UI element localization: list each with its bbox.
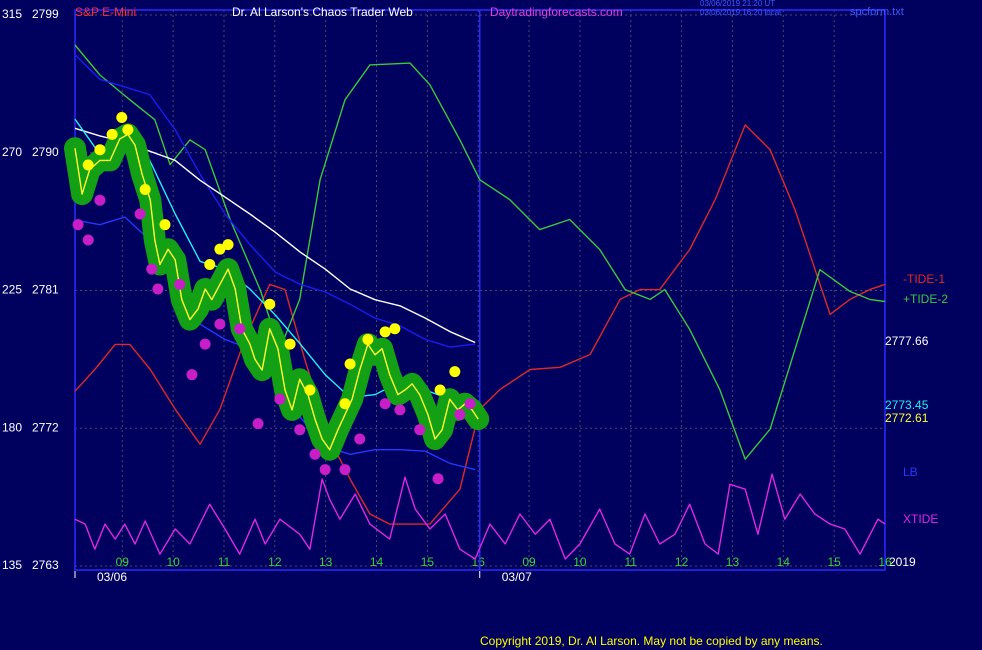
day-label: 03/06 xyxy=(97,570,127,584)
dot xyxy=(72,219,84,231)
dot xyxy=(122,124,134,136)
dot xyxy=(252,418,264,430)
dot xyxy=(309,448,321,460)
series-name: +TIDE-2 xyxy=(903,292,948,306)
dot xyxy=(214,243,226,255)
dot xyxy=(414,424,426,436)
last-value: 2772.61 xyxy=(885,411,929,425)
dot xyxy=(344,358,356,370)
x-tick-label: 10 xyxy=(166,555,180,569)
y-tick-label: 2781 xyxy=(32,283,59,297)
x-tick-label: 09 xyxy=(116,555,130,569)
dot xyxy=(294,424,306,436)
series-line xyxy=(74,124,886,525)
dot xyxy=(134,208,146,220)
y-tick-label: 2763 xyxy=(32,558,59,572)
dot xyxy=(274,393,286,405)
year: 2019 xyxy=(889,555,916,569)
x-tick-label: 14 xyxy=(370,555,384,569)
y2-tick-label: 180 xyxy=(2,420,22,434)
dot xyxy=(159,219,171,231)
dot xyxy=(339,464,351,476)
series-name: XTIDE xyxy=(903,512,938,526)
y-tick-label: 2772 xyxy=(32,420,59,434)
symbol: S&P E-Mini xyxy=(75,5,136,19)
dot xyxy=(234,323,246,335)
series-name: LB xyxy=(903,465,918,479)
dot xyxy=(139,183,151,195)
dot xyxy=(94,194,106,206)
dot xyxy=(339,398,351,410)
dot xyxy=(94,144,106,156)
dot xyxy=(152,283,164,295)
series-name: -TIDE-1 xyxy=(903,272,945,286)
series-line xyxy=(74,473,886,560)
dot xyxy=(222,239,234,251)
y2-tick-label: 225 xyxy=(2,283,22,297)
y-tick-label: 2799 xyxy=(32,7,59,21)
dot xyxy=(174,278,186,290)
y-tick-label: 2790 xyxy=(32,145,59,159)
site: Daytradingforecasts.com xyxy=(490,5,623,19)
x-tick-label: 13 xyxy=(726,555,740,569)
dot xyxy=(379,398,391,410)
series-line xyxy=(74,44,886,460)
x-tick-label: 11 xyxy=(625,555,638,569)
dot xyxy=(204,258,216,270)
x-tick-label: 11 xyxy=(218,555,231,569)
dot xyxy=(264,298,276,310)
file-name: spcform.txt xyxy=(850,6,904,18)
copyright: Copyright 2019, Dr. Al Larson. May not b… xyxy=(480,634,823,648)
dot xyxy=(214,318,226,330)
last-value: 2777.66 xyxy=(885,334,929,348)
x-tick-label: 15 xyxy=(827,555,841,569)
chart-title: Dr. Al Larson's Chaos Trader Web xyxy=(232,5,413,19)
dot xyxy=(284,338,296,350)
dot xyxy=(319,464,331,476)
x-tick-label: 09 xyxy=(522,555,536,569)
x-tick-label: 13 xyxy=(319,555,333,569)
dot xyxy=(464,398,476,410)
x-tick-label: 12 xyxy=(268,555,282,569)
dot xyxy=(394,404,406,416)
last-value: 2773.45 xyxy=(885,398,929,412)
dot xyxy=(449,366,461,378)
dot xyxy=(186,369,198,381)
series-line xyxy=(74,133,479,451)
x-tick-label: 14 xyxy=(777,555,791,569)
y2-tick-label: 135 xyxy=(2,558,22,572)
series-line xyxy=(74,54,476,348)
day-label: 03/07 xyxy=(502,570,532,584)
dot xyxy=(354,433,366,445)
dot xyxy=(389,323,401,335)
dot xyxy=(454,408,466,420)
dot xyxy=(146,263,158,275)
dot xyxy=(432,473,444,485)
x-tick-label: 12 xyxy=(675,555,689,569)
timestamp: 03/06/2019 16:20 local xyxy=(700,8,781,17)
x-tick-label: 10 xyxy=(573,555,587,569)
dot xyxy=(106,128,118,140)
dot xyxy=(379,326,391,338)
dot xyxy=(199,338,211,350)
dot xyxy=(304,384,316,396)
dot xyxy=(82,234,94,246)
x-tick-label: 16 xyxy=(878,555,892,569)
dot xyxy=(82,159,94,171)
y2-tick-label: 315 xyxy=(2,7,22,21)
x-tick-label: 15 xyxy=(421,555,435,569)
y2-tick-label: 270 xyxy=(2,145,22,159)
dot xyxy=(116,112,128,124)
timestamp: 03/06/2019 21:20 UT xyxy=(700,0,775,8)
dot xyxy=(434,384,446,396)
dot xyxy=(362,333,374,345)
